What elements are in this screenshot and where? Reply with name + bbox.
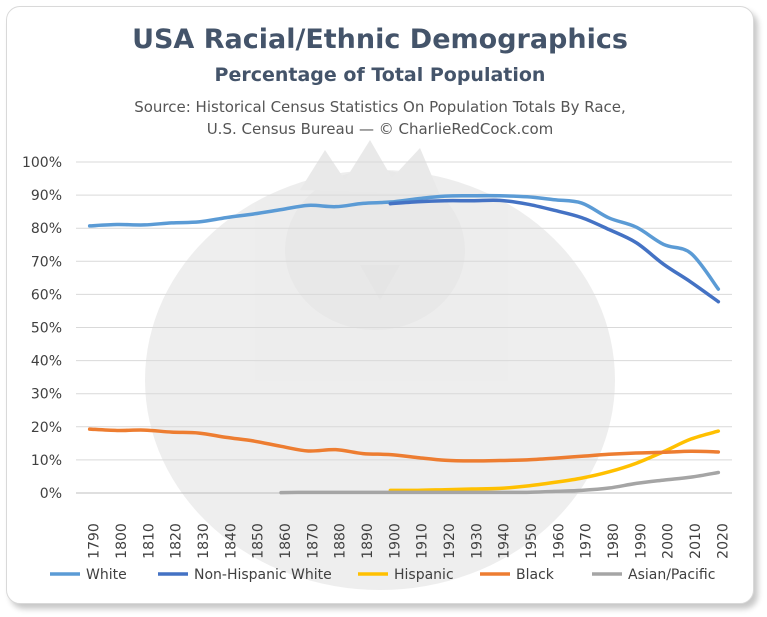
chart-title: USA Racial/Ethnic Demographics — [132, 24, 628, 55]
y-tick-label: 70% — [31, 254, 62, 270]
legend-label: Black — [516, 567, 555, 583]
x-tick-label: 1940 — [497, 523, 513, 559]
x-tick-label: 1960 — [551, 523, 567, 559]
x-tick-label: 1880 — [333, 523, 349, 559]
chart-source: Source: Historical Census Statistics On … — [0, 96, 760, 140]
y-tick-label: 30% — [31, 387, 62, 403]
x-tick-label: 1830 — [196, 523, 212, 559]
x-tick-label: 1910 — [415, 523, 431, 559]
legend-label: Non-Hispanic White — [194, 567, 332, 583]
y-tick-label: 10% — [31, 453, 62, 469]
x-axis-ticks: 1790 1800 1810 1820 1830 1840 1850 1860 1870 1880… — [87, 523, 732, 559]
y-tick-label: 40% — [31, 354, 62, 370]
x-tick-label: 2010 — [688, 523, 704, 559]
series-line-white — [87, 193, 721, 291]
x-tick-label: 2020 — [715, 523, 731, 559]
x-tick-label: 1890 — [360, 523, 376, 559]
x-tick-label: 1800 — [114, 523, 130, 559]
source-line-2: U.S. Census Bureau — © CharlieRedCock.co… — [206, 120, 554, 138]
y-tick-label: 0% — [40, 486, 62, 502]
chart-subtitle: Percentage of Total Population — [214, 64, 546, 86]
x-tick-label: 1950 — [524, 523, 540, 559]
x-tick-label: 1970 — [579, 523, 595, 559]
x-tick-label: 1840 — [223, 523, 239, 559]
x-tick-label: 1930 — [469, 523, 485, 559]
rooster-watermark — [145, 140, 615, 590]
series-line-non-hispanic-white — [388, 198, 721, 304]
series-lines — [87, 193, 721, 495]
y-tick-label: 80% — [31, 221, 62, 237]
x-tick-label: 1990 — [633, 523, 649, 559]
x-tick-label: 1850 — [251, 523, 267, 559]
y-tick-label: 90% — [31, 188, 62, 204]
y-tick-label: 50% — [31, 321, 62, 337]
x-tick-label: 1870 — [305, 523, 321, 559]
series-line-black — [87, 427, 721, 463]
y-axis-ticks: 0% 10% 20% 30% 40% 50% 60% 70% 80% 90% 100% — [22, 155, 62, 502]
legend-label: White — [86, 567, 127, 583]
y-tick-label: 20% — [31, 420, 62, 436]
x-tick-label: 1860 — [278, 523, 294, 559]
legend-label: Asian/Pacific — [628, 567, 715, 583]
series-line-asian-pacific — [279, 470, 721, 495]
x-tick-label: 1900 — [387, 523, 403, 559]
x-tick-label: 1920 — [442, 523, 458, 559]
y-tick-label: 60% — [31, 287, 62, 303]
x-tick-label: 2000 — [661, 523, 677, 559]
x-tick-label: 1820 — [169, 523, 185, 559]
chart-card — [6, 6, 754, 604]
x-tick-label: 1810 — [141, 523, 157, 559]
x-tick-label: 1980 — [606, 523, 622, 559]
source-line-1: Source: Historical Census Statistics On … — [134, 98, 626, 116]
y-tick-label: 100% — [22, 155, 62, 171]
x-tick-label: 1790 — [87, 523, 103, 559]
legend-label: Hispanic — [394, 567, 454, 583]
legend: White Non-Hispanic White Hispanic Black Asia… — [50, 567, 715, 583]
